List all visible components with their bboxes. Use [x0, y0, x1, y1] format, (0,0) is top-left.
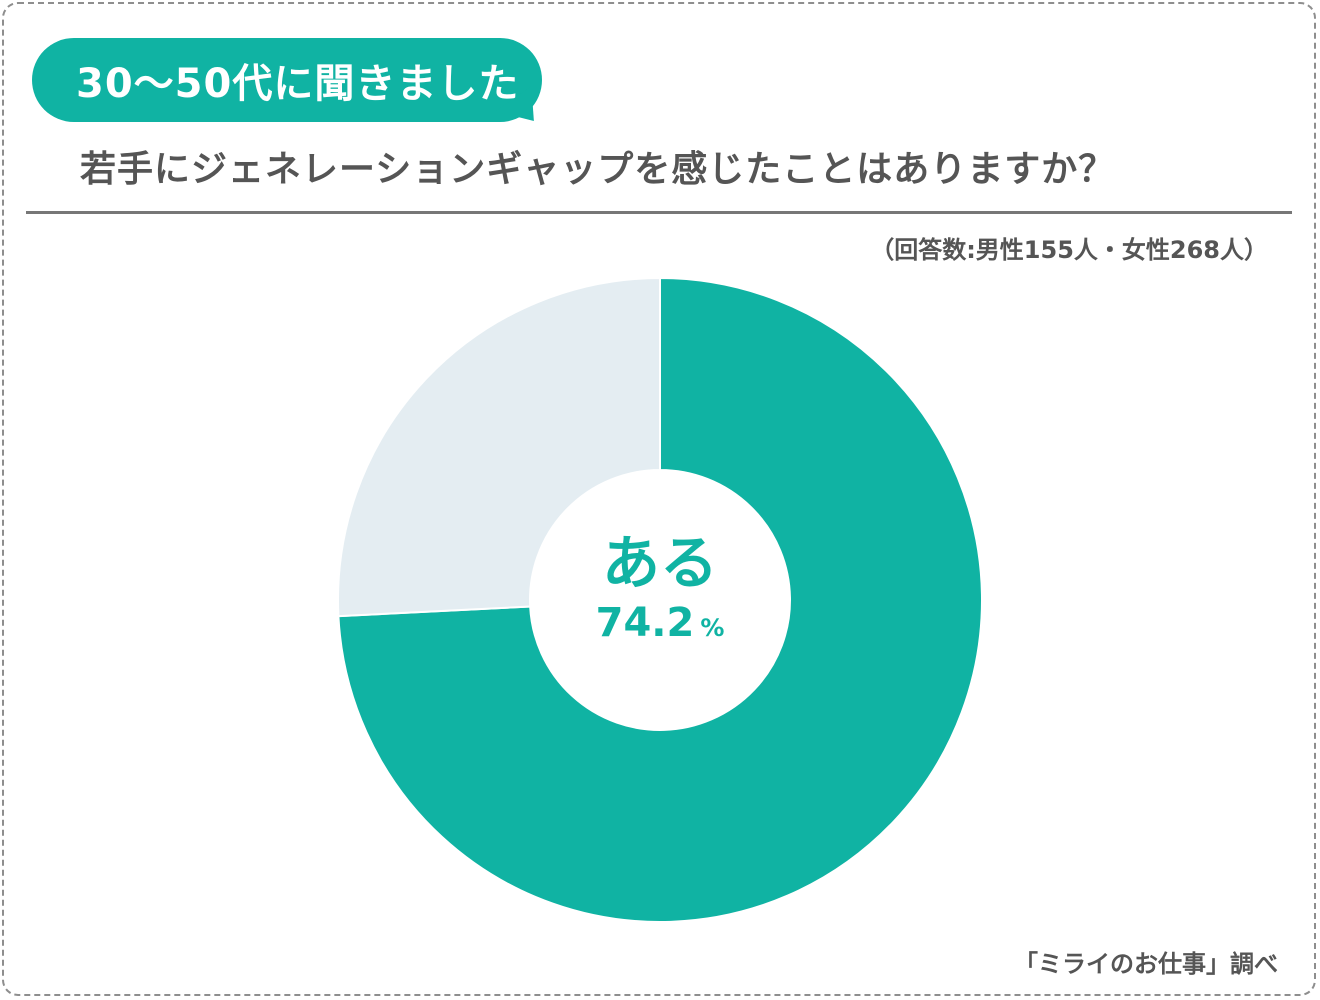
donut-slice-1 — [337, 276, 661, 618]
audience-badge-label: 30〜50代に聞きました — [76, 61, 520, 107]
title-divider — [26, 211, 1292, 214]
audience-badge: 30〜50代に聞きました — [32, 38, 542, 122]
survey-question: 若手にジェネレーションギャップを感じたことはありますか？ — [80, 149, 1116, 190]
center-unit-label: % — [700, 614, 725, 642]
source-credit: 「ミライのお仕事」調べ — [1014, 950, 1278, 978]
donut-center-label: ある 74.2% — [560, 528, 760, 648]
center-category-label: ある — [601, 529, 718, 597]
respondent-note: （回答数:男性155人・女性268人） — [870, 236, 1268, 264]
center-value-label: 74.2 — [595, 600, 695, 646]
donut-slice-0 — [337, 276, 983, 923]
